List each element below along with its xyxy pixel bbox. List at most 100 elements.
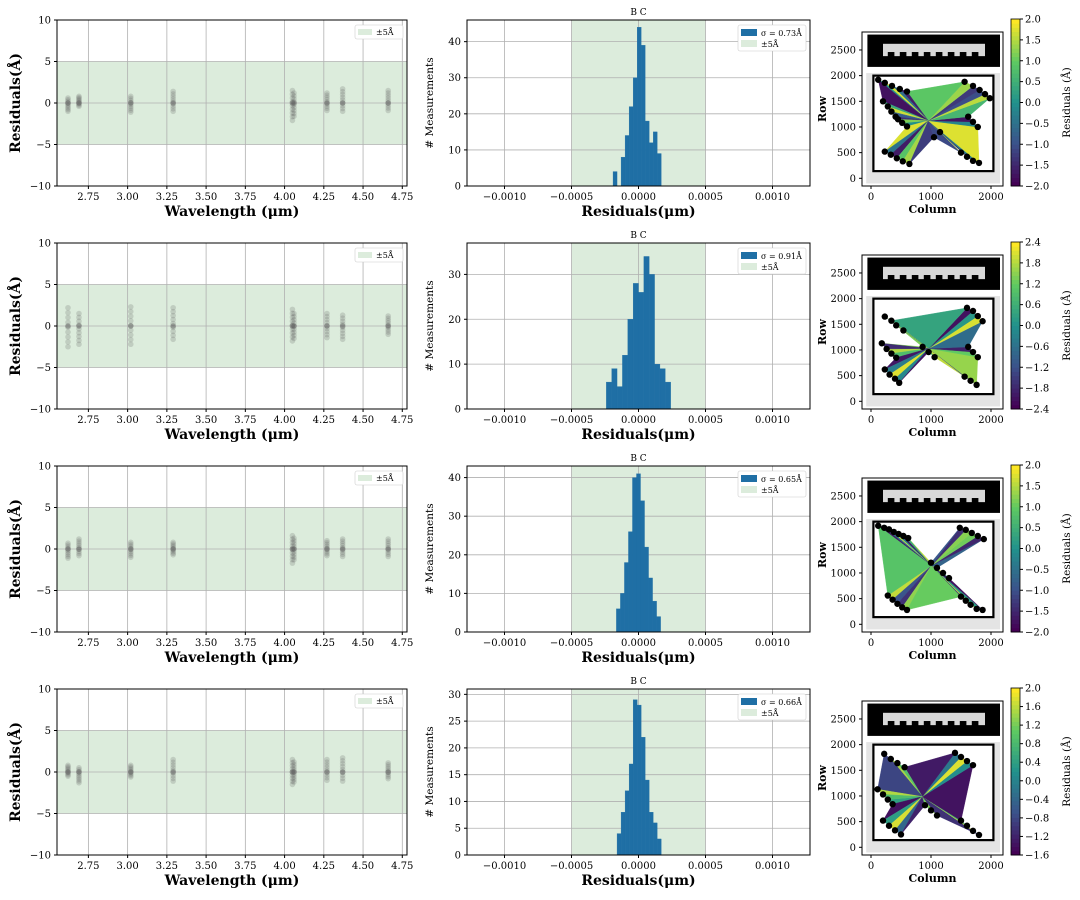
residual-point	[289, 338, 296, 344]
colorbar-tick-label: 2.0	[1025, 461, 1041, 472]
residual-point	[324, 103, 330, 109]
histogram-bar	[628, 531, 633, 633]
legend-swatch-band	[741, 263, 757, 270]
legend-swatch-hist	[741, 252, 757, 259]
residual-point	[291, 538, 297, 544]
colorbar-segment	[1011, 367, 1020, 372]
colorbar-segment	[1011, 246, 1020, 251]
residual-point	[65, 540, 71, 546]
station-marker	[881, 313, 888, 320]
colorbar-segment	[1011, 52, 1020, 58]
station-marker	[976, 86, 983, 94]
residual-point	[339, 324, 346, 331]
residual-point	[324, 331, 330, 338]
colorbar-segment	[1011, 540, 1020, 545]
residual-point	[76, 333, 82, 340]
residual-point	[291, 764, 297, 770]
station-marker	[962, 597, 969, 604]
station-marker	[885, 822, 893, 829]
residual-point	[76, 314, 82, 321]
residual-point	[65, 105, 71, 111]
residual-point	[385, 542, 391, 549]
residual-point	[127, 322, 134, 329]
x-tick-label: 4.25	[313, 192, 335, 203]
colorbar-segment	[1011, 602, 1020, 608]
station-marker	[927, 559, 935, 566]
colorbar-segment	[1011, 31, 1020, 37]
x-tick-label: 3.00	[116, 415, 138, 426]
station-marker	[965, 343, 972, 351]
x-tick-label: −0.0010	[483, 638, 526, 649]
residual-point	[127, 764, 134, 770]
residual-point	[76, 548, 82, 555]
mask-slot	[887, 52, 895, 61]
residual-point	[65, 544, 71, 550]
x-tick-label: 4.50	[352, 638, 374, 649]
residual-point	[385, 324, 391, 331]
residual-point	[339, 86, 346, 92]
x-axis-label: Residuals(μm)	[581, 204, 695, 220]
residual-point	[291, 93, 297, 99]
colorbar-tick-label: 2.0	[1025, 15, 1041, 26]
colorbar-segment	[1011, 846, 1020, 852]
station-marker	[969, 157, 977, 165]
legend: ±5Å	[354, 693, 404, 709]
residual-point	[170, 101, 176, 107]
colorbar: −2.0 −1.5 −1.0 −0.5 0.0 0.5 1.0 1.5 2.0 Residuals…	[1010, 461, 1073, 639]
colorbar-segment	[1011, 292, 1020, 297]
colorbar-segment	[1011, 296, 1020, 301]
colorbar-segment	[1011, 611, 1020, 616]
histogram-bar	[656, 616, 661, 633]
colorbar-segment	[1011, 60, 1020, 66]
colorbar-segment	[1011, 156, 1020, 162]
x-tick-label: 3.00	[116, 861, 138, 872]
residual-point	[289, 314, 296, 321]
colorbar-segment	[1011, 371, 1020, 377]
colorbar-segment	[1011, 771, 1020, 777]
residual-point	[339, 333, 346, 340]
residual-point	[385, 100, 391, 106]
colorbar-segment	[1011, 535, 1020, 541]
y-tick-label: 5	[45, 280, 51, 291]
y-tick-label: 5	[45, 726, 51, 737]
y-tick-label: 25	[448, 717, 461, 728]
histogram-bar	[659, 368, 666, 410]
station-marker	[878, 340, 885, 347]
y-tick-label: −5	[36, 809, 51, 820]
mask-slot-pattern	[883, 489, 985, 503]
x-tick-label: 4.50	[352, 861, 374, 872]
mask-slot	[935, 275, 943, 284]
colorbar-tick-label: −2.0	[1025, 628, 1049, 639]
mask-slot	[899, 721, 907, 730]
histogram-bar	[649, 812, 654, 856]
station-marker	[894, 759, 901, 767]
colorbar-segment	[1011, 800, 1020, 806]
colorbar-segment	[1011, 56, 1020, 62]
colorbar-segment	[1011, 338, 1020, 343]
histogram-bar	[616, 386, 623, 410]
residual-point	[339, 94, 346, 101]
colorbar-segment	[1011, 465, 1020, 470]
residual-point	[76, 546, 82, 553]
colorbar-segment	[1011, 485, 1020, 491]
residual-point	[76, 96, 82, 102]
x-tick-label: 4.00	[273, 192, 295, 203]
residual-point	[385, 105, 391, 111]
residual-point	[385, 775, 391, 782]
residual-point	[65, 96, 71, 103]
station-marker	[881, 79, 888, 87]
residual-point	[339, 330, 346, 337]
colorbar-segment	[1011, 717, 1020, 722]
histogram-bar	[643, 256, 650, 410]
station-marker	[921, 802, 929, 809]
colorbar-segment	[1011, 325, 1020, 331]
colorbar-segment	[1011, 89, 1020, 95]
residual-point	[339, 755, 346, 761]
residual-point	[324, 537, 330, 544]
residual-point	[65, 100, 71, 106]
residual-point	[170, 106, 176, 112]
station-marker	[967, 601, 974, 608]
station-marker	[903, 123, 911, 130]
x-tick-label: 3.50	[195, 861, 217, 872]
mask-slot	[971, 52, 979, 61]
